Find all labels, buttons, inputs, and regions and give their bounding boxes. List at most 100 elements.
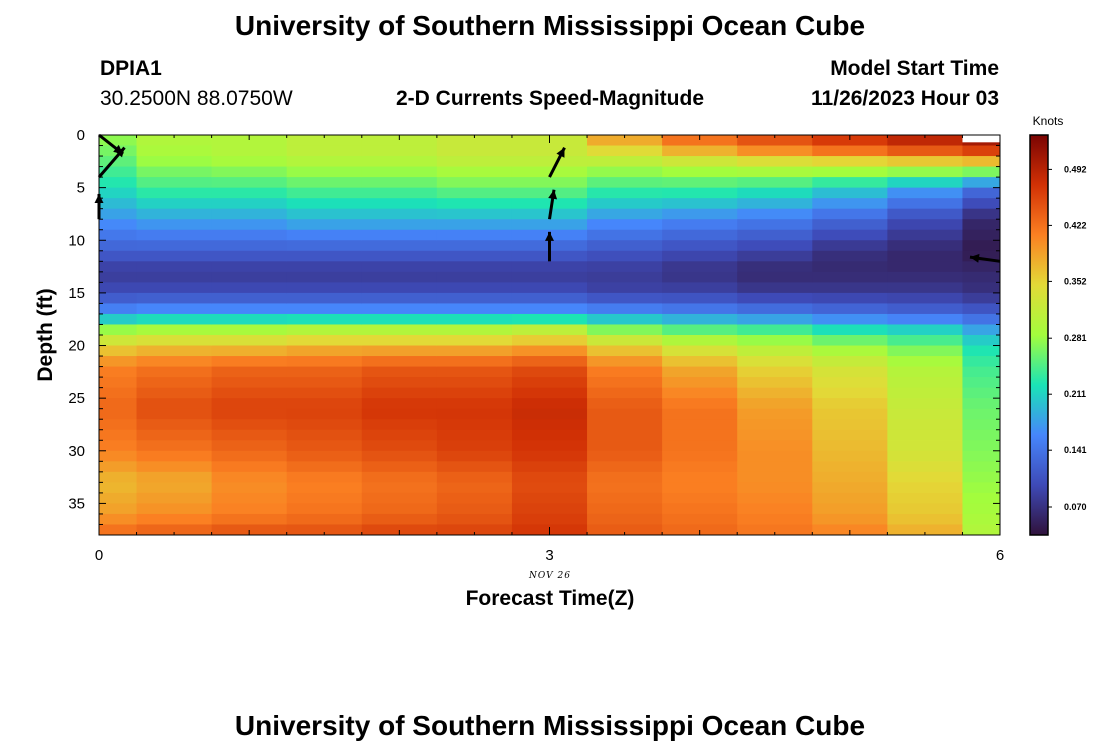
heatmap-cell xyxy=(812,366,888,378)
heatmap-cell xyxy=(511,482,588,494)
heatmap-cell xyxy=(887,345,964,357)
heatmap-cell xyxy=(962,261,1000,273)
heatmap-cell xyxy=(361,440,438,452)
heatmap-cell xyxy=(136,366,213,378)
heatmap-cell xyxy=(587,240,663,252)
heatmap-cell xyxy=(737,366,813,378)
heatmap-cell xyxy=(211,250,288,262)
heatmap-cell xyxy=(887,229,964,241)
heatmap-cell xyxy=(436,366,513,378)
heatmap-cell xyxy=(587,471,663,483)
heatmap-cell xyxy=(812,440,888,452)
heatmap-cell xyxy=(812,345,888,357)
heatmap-cell xyxy=(99,419,138,431)
model-start-label: Model Start Time xyxy=(830,57,999,80)
heatmap-cell xyxy=(587,145,663,157)
heatmap-cell xyxy=(361,156,438,168)
heatmap-cell xyxy=(436,292,513,305)
heatmap-cell xyxy=(962,482,1000,494)
heatmap-cell xyxy=(361,513,438,526)
heatmap-cell xyxy=(737,166,813,178)
heatmap-cell xyxy=(962,461,1000,473)
heatmap-cell xyxy=(286,135,363,147)
heatmap-cell xyxy=(211,345,288,357)
heatmap-cell xyxy=(136,335,213,347)
heatmap-cell xyxy=(286,387,363,399)
heatmap-cell xyxy=(99,356,138,368)
heatmap-cell xyxy=(812,524,888,535)
heatmap-cell xyxy=(887,303,964,315)
heatmap-cell xyxy=(99,387,138,399)
heatmap-cell xyxy=(286,324,363,336)
heatmap-cell xyxy=(436,156,513,168)
heatmap-cell xyxy=(436,135,513,147)
heatmap-cell xyxy=(737,461,813,473)
heatmap-cell xyxy=(887,492,964,505)
heatmap-cell xyxy=(436,198,513,210)
heatmap-cell xyxy=(662,450,738,462)
heatmap-cell xyxy=(99,156,138,168)
heatmap-cell xyxy=(887,292,964,305)
heatmap-cell xyxy=(211,492,288,505)
heatmap-cell xyxy=(812,177,888,189)
heatmap-cell xyxy=(511,282,588,294)
heatmap-cell xyxy=(887,324,964,336)
heatmap-cell xyxy=(812,513,888,526)
heatmap-cell xyxy=(812,271,888,283)
heatmap-cell xyxy=(511,419,588,431)
heatmap-cell xyxy=(99,313,138,326)
missing-data-cell xyxy=(962,135,1000,143)
heatmap-cell xyxy=(662,492,738,505)
heatmap-cell xyxy=(136,187,213,199)
heatmap-cell xyxy=(286,513,363,526)
heatmap-cell xyxy=(436,145,513,157)
heatmap-cell xyxy=(436,303,513,315)
heatmap-cell xyxy=(436,450,513,462)
heatmap-cell xyxy=(436,398,513,410)
heatmap-cell xyxy=(962,198,1000,210)
heatmap-cell xyxy=(99,282,138,294)
heatmap-cell xyxy=(99,261,138,273)
heatmap-cell xyxy=(99,135,138,147)
heatmap-cell xyxy=(436,503,513,515)
heatmap-cell xyxy=(436,377,513,389)
y-tick-label: 25 xyxy=(68,390,85,407)
heatmap-cell xyxy=(737,229,813,241)
heatmap-cell xyxy=(887,419,964,431)
heatmap-cell xyxy=(887,356,964,368)
heatmap-cell xyxy=(887,261,964,273)
heatmap-cell xyxy=(436,524,513,535)
heatmap-cell xyxy=(211,198,288,210)
heatmap-cell xyxy=(812,492,888,505)
heatmap-cell xyxy=(436,408,513,420)
heatmap-cell xyxy=(662,135,738,147)
heatmap-cell xyxy=(211,271,288,283)
heatmap-cell xyxy=(99,271,138,283)
heatmap-cell xyxy=(887,429,964,441)
heatmap-cell xyxy=(361,387,438,399)
heatmap-cell xyxy=(662,166,738,178)
heatmap-cell xyxy=(211,356,288,368)
colorbar-tick-label: 0.211 xyxy=(1064,389,1086,399)
heatmap-cell xyxy=(99,524,138,535)
heatmap-cell xyxy=(737,282,813,294)
heatmap-cell xyxy=(211,324,288,336)
heatmap-cell xyxy=(662,250,738,262)
heatmap-cell xyxy=(962,271,1000,283)
heatmap-cell xyxy=(211,398,288,410)
heatmap-cell xyxy=(361,335,438,347)
heatmap-cell xyxy=(136,450,213,462)
heatmap-cell xyxy=(211,461,288,473)
heatmap-cell xyxy=(662,303,738,315)
heatmap-cell xyxy=(662,208,738,220)
heatmap-cell xyxy=(136,166,213,178)
heatmap-cell xyxy=(737,219,813,231)
heatmap-cell xyxy=(436,345,513,357)
heatmap-cell xyxy=(962,503,1000,515)
heatmap-cell xyxy=(737,513,813,526)
heatmap-cell xyxy=(587,271,663,283)
heatmap-cell xyxy=(99,208,138,220)
x-tick-label: 0 xyxy=(95,547,103,564)
heatmap-cell xyxy=(286,377,363,389)
heatmap-cell xyxy=(812,208,888,220)
